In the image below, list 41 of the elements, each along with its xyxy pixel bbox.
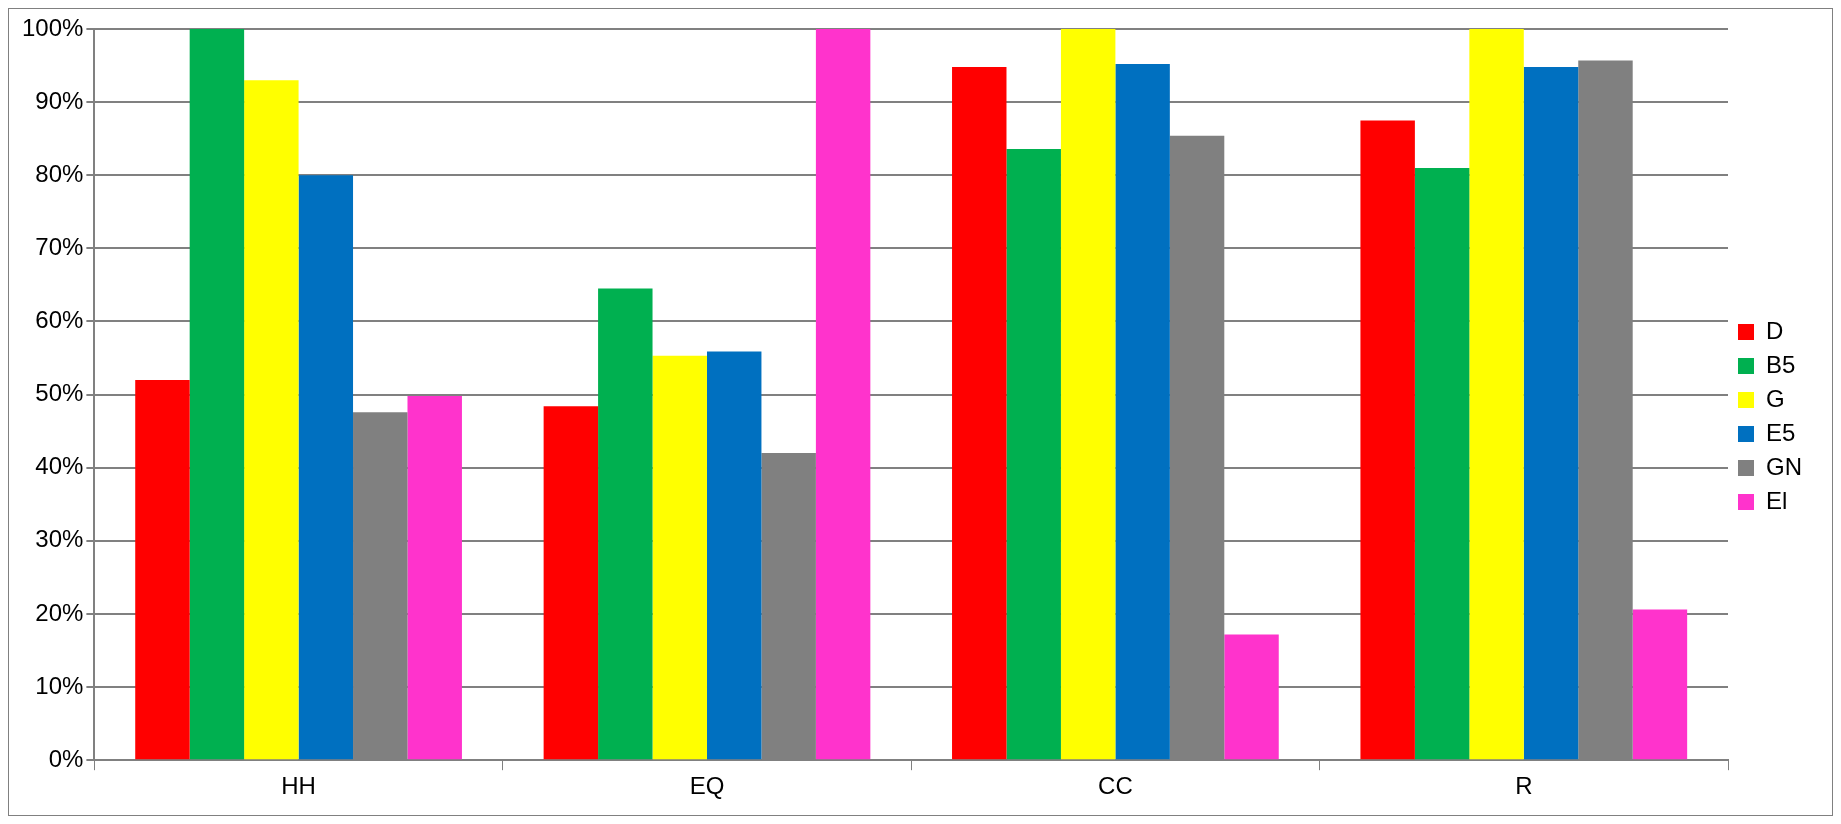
bar — [407, 396, 462, 760]
bar — [598, 288, 653, 760]
bar — [1469, 29, 1524, 760]
bar — [298, 175, 354, 760]
bar — [952, 67, 1007, 760]
x-tick-label: HH — [281, 772, 316, 800]
bar — [1006, 148, 1061, 760]
bar — [1632, 609, 1688, 760]
legend-label: E5 — [1766, 418, 1796, 446]
x-tick-label: CC — [1098, 772, 1133, 800]
y-tick-label: 30% — [35, 525, 84, 553]
y-tick-label: 20% — [35, 598, 84, 626]
legend-label: GN — [1766, 452, 1802, 480]
x-tick-label: EQ — [689, 772, 725, 800]
y-tick-label: 90% — [35, 86, 84, 114]
y-tick-label: 60% — [35, 306, 84, 334]
y-tick-label: 10% — [35, 671, 84, 699]
y-tick-label: 80% — [35, 159, 84, 187]
legend-label: G — [1766, 384, 1785, 412]
y-tick-label: 70% — [35, 232, 84, 260]
bar — [189, 29, 245, 760]
bar — [706, 351, 762, 760]
y-tick-label: 50% — [35, 379, 84, 407]
legend-label: B5 — [1766, 350, 1796, 378]
bar — [244, 80, 299, 760]
legend-label: D — [1766, 316, 1784, 344]
bar — [1224, 634, 1279, 760]
bar — [815, 29, 871, 760]
y-tick-label: 100% — [21, 13, 84, 41]
bar — [1115, 64, 1170, 760]
bar — [1360, 120, 1415, 760]
bar — [135, 379, 190, 760]
bar — [1414, 167, 1470, 760]
bar — [543, 406, 599, 760]
legend-label: El — [1766, 486, 1788, 514]
x-tick-label: R — [1515, 772, 1533, 800]
y-tick-label: 0% — [48, 744, 84, 772]
bar — [652, 355, 707, 760]
bar — [1060, 29, 1116, 760]
bar — [1523, 67, 1579, 760]
y-tick-label: 40% — [35, 452, 84, 480]
